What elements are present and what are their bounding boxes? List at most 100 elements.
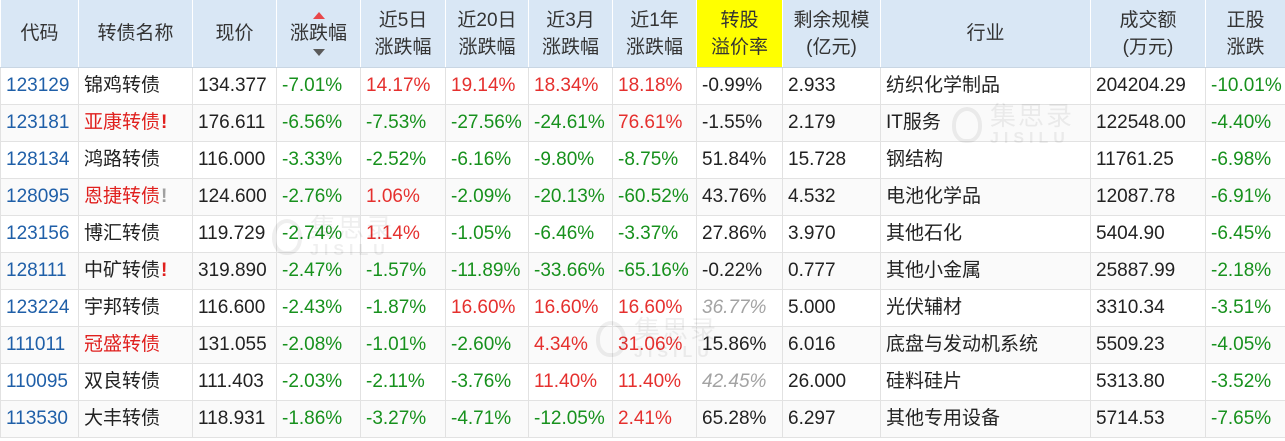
turnover-cell: 11761.25	[1090, 141, 1206, 179]
header-label-line2: 涨跌幅	[458, 36, 516, 58]
header-change-1y[interactable]: 近1年 涨跌幅	[612, 0, 697, 68]
bond-name-link[interactable]: 亚康转债	[84, 112, 161, 133]
bond-name-link[interactable]: 双良转债	[84, 371, 161, 392]
bond-code-link[interactable]: 113530	[6, 408, 68, 429]
change-20d-cell: 16.60%	[445, 289, 529, 327]
bond-name-link[interactable]: 博汇转债	[84, 223, 161, 244]
header-label-line2: 涨跌	[1226, 36, 1265, 58]
bond-name-cell: 亚康转债!	[78, 104, 193, 142]
header-change[interactable]: 涨跌幅	[276, 0, 361, 68]
bond-code-cell: 123156	[0, 215, 79, 253]
bond-code-link[interactable]: 128111	[6, 260, 67, 281]
bond-name-link[interactable]: 冠盛转债	[84, 334, 161, 355]
header-label-line1: 正股	[1226, 9, 1265, 31]
remaining-size-cell: 26.000	[782, 363, 881, 401]
warning-mark: !	[161, 186, 168, 207]
header-bond-name[interactable]: 转债名称	[78, 0, 193, 68]
industry-cell: 硅料硅片	[880, 363, 1091, 401]
header-price[interactable]: 现价	[192, 0, 277, 68]
bond-code-cell: 128095	[0, 178, 79, 216]
change-1y-cell: -65.16%	[612, 252, 697, 290]
bond-code-link[interactable]: 110095	[6, 371, 68, 392]
price-cell: 118.931	[192, 400, 277, 438]
change-1y-cell: -3.37%	[612, 215, 697, 253]
change-cell: -6.56%	[276, 104, 361, 142]
turnover-cell: 5714.53	[1090, 400, 1206, 438]
header-remaining-size[interactable]: 剩余规模 (亿元)	[782, 0, 881, 68]
change-5d-cell: -1.87%	[360, 289, 446, 327]
change-cell: -2.03%	[276, 363, 361, 401]
change-1y-cell: 76.61%	[612, 104, 697, 142]
change-1y-cell: 18.18%	[612, 67, 697, 105]
bond-code-link[interactable]: 123129	[6, 75, 70, 96]
change-cell: -2.43%	[276, 289, 361, 327]
header-label: 代码	[20, 23, 59, 44]
bond-name-link[interactable]: 中矿转债	[84, 260, 161, 281]
bond-name-cell: 鸿路转债	[78, 141, 193, 179]
bond-name-cell: 双良转债	[78, 363, 193, 401]
table-row: 128095 恩捷转债! 124.600 -2.76% 1.06% -2.09% -20.1…	[0, 178, 1285, 216]
bond-code-link[interactable]: 123224	[6, 297, 70, 318]
bond-code-cell: 113530	[0, 400, 79, 438]
change-5d-cell: -3.27%	[360, 400, 446, 438]
bond-name-link[interactable]: 锦鸡转债	[84, 75, 161, 96]
stock-change-cell: -2.18%	[1205, 252, 1285, 290]
stock-change-cell: -10.01%	[1205, 67, 1285, 105]
stock-change-cell: -4.05%	[1205, 326, 1285, 364]
stock-change-cell: -3.52%	[1205, 363, 1285, 401]
change-20d-cell: -6.16%	[445, 141, 529, 179]
turnover-cell: 3310.34	[1090, 289, 1206, 327]
industry-cell: 钢结构	[880, 141, 1091, 179]
header-industry[interactable]: 行业	[880, 0, 1091, 68]
header-label-line2: 溢价率	[710, 36, 768, 58]
bond-name-link[interactable]: 宇邦转债	[84, 297, 161, 318]
bond-name-link[interactable]: 鸿路转债	[84, 149, 161, 170]
change-3m-cell: -12.05%	[528, 400, 613, 438]
bond-name-link[interactable]: 大丰转债	[84, 408, 161, 429]
bond-name-cell: 锦鸡转债	[78, 67, 193, 105]
premium-rate-cell: 27.86%	[696, 215, 783, 253]
table-row: 128111 中矿转债! 319.890 -2.47% -1.57% -11.89% -33…	[0, 252, 1285, 290]
header-premium-rate[interactable]: 转股 溢价率	[696, 0, 783, 68]
change-3m-cell: 11.40%	[528, 363, 613, 401]
sort-down-arrow-icon[interactable]	[312, 48, 325, 56]
bond-code-link[interactable]: 111011	[6, 334, 66, 355]
bond-code-link[interactable]: 123156	[6, 223, 70, 244]
header-label-line1: 近5日	[378, 9, 428, 31]
premium-rate-cell: -0.22%	[696, 252, 783, 290]
sort-control[interactable]: 涨跌幅	[278, 0, 360, 67]
header-stock-change[interactable]: 正股 涨跌	[1205, 0, 1285, 68]
price-cell: 319.890	[192, 252, 277, 290]
stock-change-cell: -6.91%	[1205, 178, 1285, 216]
price-cell: 116.600	[192, 289, 277, 327]
change-cell: -2.08%	[276, 326, 361, 364]
change-3m-cell: -33.66%	[528, 252, 613, 290]
change-5d-cell: -7.53%	[360, 104, 446, 142]
bond-code-link[interactable]: 128134	[6, 149, 70, 170]
table-row: 123181 亚康转债! 176.611 -6.56% -7.53% -27.56% -24…	[0, 104, 1285, 142]
turnover-cell: 25887.99	[1090, 252, 1206, 290]
industry-cell: 底盘与发动机系统	[880, 326, 1091, 364]
table-row: 123224 宇邦转债 116.600 -2.43% -1.87% 16.60% 16.60…	[0, 289, 1285, 327]
bond-code-cell: 123181	[0, 104, 79, 142]
change-cell: -1.86%	[276, 400, 361, 438]
stock-change-cell: -6.98%	[1205, 141, 1285, 179]
table-row: 123156 博汇转债 119.729 -2.74% 1.14% -1.05% -6.46%…	[0, 215, 1285, 253]
premium-rate-cell: 43.76%	[696, 178, 783, 216]
header-change-3m[interactable]: 近3月 涨跌幅	[528, 0, 613, 68]
bond-name-cell: 博汇转债	[78, 215, 193, 253]
remaining-size-cell: 2.179	[782, 104, 881, 142]
bond-name-link[interactable]: 恩捷转债	[84, 186, 161, 207]
bond-code-link[interactable]: 123181	[6, 112, 70, 133]
header-label: 涨跌幅	[289, 22, 347, 44]
header-code[interactable]: 代码	[0, 0, 79, 68]
header-change-5d[interactable]: 近5日 涨跌幅	[360, 0, 446, 68]
header-turnover[interactable]: 成交额 (万元)	[1090, 0, 1206, 68]
bond-code-link[interactable]: 128095	[6, 186, 70, 207]
sort-up-arrow-icon[interactable]	[312, 11, 325, 19]
header-row: 代码 转债名称 现价 涨跌幅 近5日 涨跌幅 近20日 涨跌幅	[0, 0, 1285, 68]
header-label-line2: (亿元)	[806, 36, 857, 58]
remaining-size-cell: 15.728	[782, 141, 881, 179]
header-change-20d[interactable]: 近20日 涨跌幅	[445, 0, 529, 68]
change-20d-cell: 19.14%	[445, 67, 529, 105]
